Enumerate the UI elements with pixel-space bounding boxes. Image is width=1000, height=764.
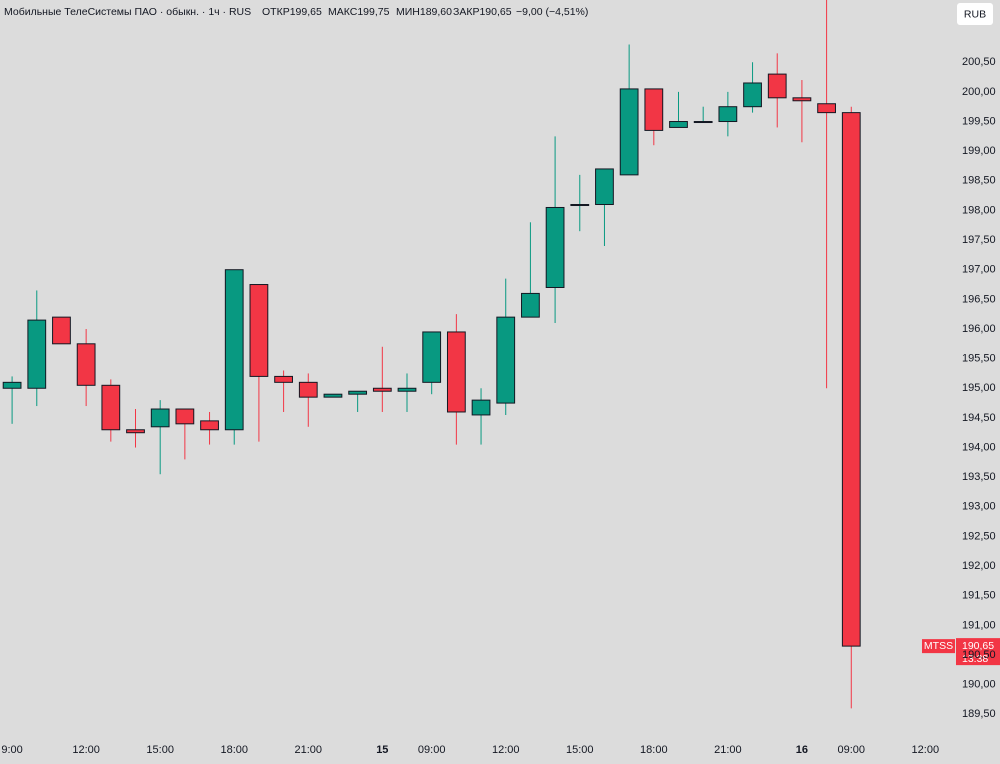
candle-body — [76, 343, 96, 386]
y-tick-label: 199,00 — [962, 145, 996, 157]
candle-body — [669, 121, 688, 128]
y-tick-label: 193,50 — [962, 471, 996, 483]
candle-body — [249, 284, 269, 377]
candle-body — [471, 399, 491, 416]
candle-body — [496, 316, 516, 404]
header: Мобильные ТелеСистемы ПАО · обыкн. · 1ч … — [4, 6, 588, 18]
y-tick-label: 192,00 — [962, 560, 996, 572]
candle-body — [323, 393, 343, 398]
y-tick-label: 190,00 — [962, 679, 996, 691]
candle-body — [718, 106, 738, 123]
candle-body — [446, 331, 466, 413]
low-label: МИН189,60 — [396, 6, 452, 18]
candle-body — [52, 316, 71, 345]
x-tick-label: 12:00 — [72, 744, 100, 756]
x-tick-label: 09:00 — [838, 744, 866, 756]
x-tick-label: 15:00 — [566, 744, 594, 756]
y-tick-label: 197,00 — [962, 264, 996, 276]
y-tick-label: 197,50 — [962, 234, 996, 246]
y-tick-label: 198,50 — [962, 175, 996, 187]
candle-body — [693, 121, 713, 124]
candle-body — [175, 408, 195, 425]
y-tick-label: 194,00 — [962, 441, 996, 453]
candle-body — [200, 420, 219, 431]
y-tick-label: 199,50 — [962, 115, 996, 127]
y-tick-label: 189,50 — [962, 708, 996, 720]
ticker: MTSS — [924, 640, 953, 652]
candle-body — [595, 168, 614, 206]
price-box — [956, 638, 1000, 666]
y-tick-label: 195,00 — [962, 382, 996, 394]
x-tick-label: 09:00 — [418, 744, 446, 756]
candle-body — [545, 206, 565, 288]
candle-body — [792, 97, 812, 102]
candle-body — [743, 82, 762, 108]
x-tick-label: 16 — [796, 744, 808, 756]
x-tick-label: 9:00 — [1, 744, 22, 756]
high-label: МАКС199,75 — [328, 6, 390, 18]
currency-button[interactable] — [957, 3, 993, 25]
candle-body — [397, 387, 417, 392]
y-tick-label: 198,00 — [962, 204, 996, 216]
x-tick-label: 12:00 — [492, 744, 520, 756]
ticker-box — [922, 639, 955, 654]
plot-area — [2, 0, 861, 709]
close-label: ЗАКР190,65 — [453, 6, 512, 18]
candle-body — [224, 269, 244, 431]
y-tick-label: 194,50 — [962, 412, 996, 424]
candle-body — [422, 331, 442, 383]
candle-body — [841, 112, 861, 647]
candle-body — [767, 73, 787, 99]
candle-body — [372, 387, 392, 392]
candle-body — [348, 390, 368, 395]
x-tick-label: 15:00 — [146, 744, 174, 756]
price-tag: MTSS 190,65 13:38 — [922, 638, 1000, 666]
y-tick-label: 192,50 — [962, 530, 996, 542]
change-label: −9,00 (−4,51%) — [516, 6, 588, 18]
candle-body — [298, 381, 318, 398]
x-tick-label: 21:00 — [714, 744, 742, 756]
candle-body — [570, 204, 590, 207]
x-tick-label: 18:00 — [640, 744, 668, 756]
y-tick-label: 190,50 — [962, 649, 996, 661]
candle-body — [521, 292, 540, 318]
y-tick-label: 196,00 — [962, 323, 996, 335]
y-tick-label: 200,50 — [962, 56, 996, 68]
countdown: 13:38 — [962, 653, 988, 665]
candle-body — [2, 381, 22, 389]
candle-body — [27, 319, 47, 389]
symbol: Мобильные ТелеСистемы ПАО · обыкн. · 1ч … — [4, 6, 251, 18]
candle-body — [817, 103, 836, 114]
candle-body — [644, 88, 664, 131]
x-tick-label: 15 — [376, 744, 388, 756]
candle-body — [619, 88, 639, 176]
open-label: ОТКР199,65 — [262, 6, 322, 18]
candle-body — [150, 408, 170, 428]
currency-label[interactable]: RUB — [964, 8, 986, 20]
y-tick-label: 195,50 — [962, 353, 996, 365]
y-tick-label: 191,00 — [962, 619, 996, 631]
y-tick-label: 200,00 — [962, 86, 996, 98]
y-tick-label: 191,50 — [962, 590, 996, 602]
x-tick-label: 21:00 — [295, 744, 323, 756]
y-tick-label: 193,00 — [962, 501, 996, 513]
x-tick-label: 18:00 — [220, 744, 248, 756]
candle-body — [274, 375, 293, 383]
candle-body — [126, 429, 145, 434]
x-tick-label: 12:00 — [912, 744, 940, 756]
last-price: 190,65 — [962, 640, 994, 652]
candle-body — [101, 384, 121, 431]
y-tick-label: 196,50 — [962, 293, 996, 305]
